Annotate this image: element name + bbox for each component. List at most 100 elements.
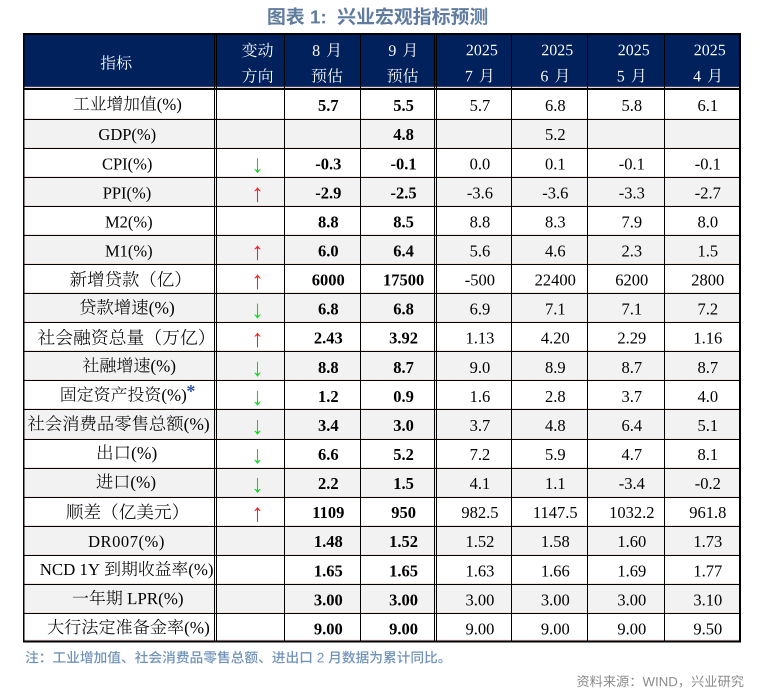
svg-text:7.2: 7.2 (470, 445, 491, 464)
svg-text:1.58: 1.58 (541, 532, 570, 551)
svg-text:2.3: 2.3 (621, 242, 642, 261)
svg-text:5.5: 5.5 (393, 96, 414, 115)
svg-text:8.7: 8.7 (621, 358, 642, 377)
svg-text:4.7: 4.7 (621, 445, 642, 464)
svg-text:1.48: 1.48 (314, 532, 343, 551)
svg-text:9.00: 9.00 (389, 619, 418, 638)
svg-text:9.50: 9.50 (693, 619, 722, 638)
svg-text:1.66: 1.66 (541, 561, 570, 580)
svg-text:5.8: 5.8 (621, 96, 642, 115)
svg-text:8.7: 8.7 (393, 358, 414, 377)
svg-text:0.9: 0.9 (393, 387, 414, 406)
svg-text:6.4: 6.4 (621, 416, 642, 435)
svg-text:-0.1: -0.1 (695, 154, 721, 173)
svg-text:982.5: 982.5 (461, 503, 498, 522)
svg-text:0.1: 0.1 (545, 154, 566, 173)
svg-text:9.0: 9.0 (470, 358, 491, 377)
svg-text:3.00: 3.00 (617, 590, 646, 609)
svg-text:0.0: 0.0 (470, 154, 491, 173)
svg-text:8.3: 8.3 (545, 212, 566, 231)
svg-text:6.8: 6.8 (545, 96, 566, 115)
svg-text:1.5: 1.5 (393, 474, 414, 493)
svg-text:2.29: 2.29 (617, 329, 646, 348)
svg-text:9.00: 9.00 (541, 619, 570, 638)
svg-text:5.1: 5.1 (697, 416, 718, 435)
svg-text:3.00: 3.00 (314, 590, 343, 609)
svg-text:6200: 6200 (615, 271, 648, 290)
svg-text:5.2: 5.2 (393, 445, 414, 464)
svg-text:1.65: 1.65 (314, 561, 343, 580)
svg-text:1.16: 1.16 (693, 329, 722, 348)
svg-text:-500: -500 (465, 271, 495, 290)
svg-text:9.00: 9.00 (314, 619, 343, 638)
svg-text:M1(%): M1(%) (105, 242, 153, 261)
svg-text:-3.3: -3.3 (619, 183, 645, 202)
svg-text:-2.7: -2.7 (695, 183, 721, 202)
svg-text:8.1: 8.1 (697, 445, 718, 464)
svg-text:-0.1: -0.1 (619, 154, 645, 173)
svg-text:2.2: 2.2 (318, 474, 339, 493)
svg-text:1.5: 1.5 (697, 242, 718, 261)
svg-text:1109: 1109 (312, 503, 344, 522)
svg-text:-2.5: -2.5 (391, 183, 417, 202)
svg-text:9.00: 9.00 (465, 619, 494, 638)
svg-text:3.00: 3.00 (389, 590, 418, 609)
svg-text:5.6: 5.6 (470, 242, 491, 261)
svg-text:1.1: 1.1 (545, 474, 566, 493)
svg-text:4.6: 4.6 (545, 242, 566, 261)
svg-text:1.6: 1.6 (470, 387, 491, 406)
svg-text:5.7: 5.7 (318, 96, 339, 115)
svg-text:DR007(%): DR007(%) (88, 532, 165, 551)
svg-text:1.65: 1.65 (389, 561, 418, 580)
svg-text:1.69: 1.69 (617, 561, 646, 580)
svg-text:-3.6: -3.6 (467, 183, 493, 202)
svg-text:2.8: 2.8 (545, 387, 566, 406)
svg-text:1.77: 1.77 (693, 561, 722, 580)
svg-text:PPI(%): PPI(%) (103, 183, 152, 202)
svg-text:1.63: 1.63 (465, 561, 494, 580)
svg-text:3.00: 3.00 (465, 590, 494, 609)
svg-text:-3.6: -3.6 (542, 183, 568, 202)
svg-text:6.6: 6.6 (318, 445, 339, 464)
svg-text:-0.2: -0.2 (695, 474, 721, 493)
svg-text:2.43: 2.43 (314, 329, 343, 348)
svg-text:7.2: 7.2 (697, 300, 718, 319)
svg-text:950: 950 (391, 503, 416, 522)
svg-text:3.7: 3.7 (470, 416, 491, 435)
svg-text:M2(%): M2(%) (105, 212, 153, 231)
svg-text:-0.3: -0.3 (315, 154, 341, 173)
svg-text:4.8: 4.8 (393, 125, 414, 144)
svg-text:22400: 22400 (535, 271, 576, 290)
svg-text:6000: 6000 (312, 271, 345, 290)
svg-text:4.0: 4.0 (697, 387, 718, 406)
svg-text:7.1: 7.1 (545, 300, 566, 319)
svg-text:4.20: 4.20 (541, 329, 570, 348)
svg-text:7.1: 7.1 (621, 300, 642, 319)
svg-text:5.2: 5.2 (545, 125, 566, 144)
svg-text:6.4: 6.4 (393, 242, 414, 261)
svg-text:-3.4: -3.4 (619, 474, 645, 493)
svg-text:7.9: 7.9 (621, 212, 642, 231)
svg-text:1.60: 1.60 (617, 532, 646, 551)
svg-text:9.00: 9.00 (617, 619, 646, 638)
svg-text:5.7: 5.7 (470, 96, 491, 115)
svg-text:1.73: 1.73 (693, 532, 722, 551)
svg-text:3.10: 3.10 (693, 590, 722, 609)
svg-text:17500: 17500 (383, 271, 424, 290)
svg-text:8.9: 8.9 (545, 358, 566, 377)
svg-text:961.8: 961.8 (689, 503, 726, 522)
svg-text:GDP(%): GDP(%) (98, 125, 156, 144)
svg-text:1.52: 1.52 (465, 532, 494, 551)
svg-text:8.5: 8.5 (393, 212, 414, 231)
svg-text:8.8: 8.8 (318, 212, 339, 231)
svg-text:-2.9: -2.9 (315, 183, 341, 202)
svg-text:8.8: 8.8 (470, 212, 491, 231)
svg-text:3.92: 3.92 (389, 329, 418, 348)
svg-text:8.0: 8.0 (697, 212, 718, 231)
svg-text:4.8: 4.8 (545, 416, 566, 435)
svg-text:5.9: 5.9 (545, 445, 566, 464)
svg-text:6.8: 6.8 (393, 300, 414, 319)
svg-text:2800: 2800 (691, 271, 724, 290)
svg-text:6.9: 6.9 (470, 300, 491, 319)
svg-text:3.00: 3.00 (541, 590, 570, 609)
